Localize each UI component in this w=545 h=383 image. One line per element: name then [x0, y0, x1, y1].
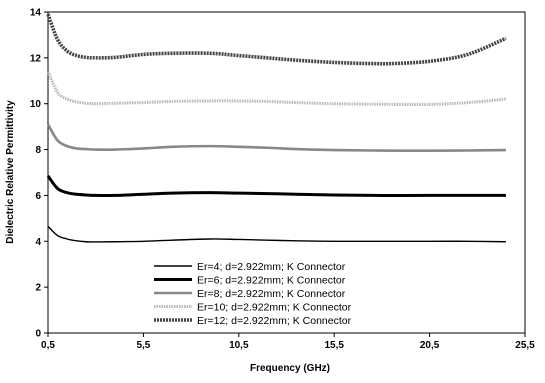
x-tick-label: 10,5: [229, 340, 249, 351]
legend-entry-label: Er=4; d=2.922mm; K Connector: [197, 261, 346, 273]
series-lines: [46, 13, 507, 243]
x-tick-label: 25,5: [515, 340, 535, 351]
tick-labels: 0 2 4 6 8 10 12 14 0,5 5,5 10,5 15,5 20,5 25,5: [30, 8, 535, 352]
x-axis-title: Frequency (GHz): [250, 363, 330, 374]
series-line-2: [46, 175, 506, 198]
y-tick-label: 14: [30, 8, 42, 19]
series-line-5: [46, 13, 507, 66]
series-line-3: [46, 123, 506, 153]
legend-entry-label: Er=10; d=2.922mm; K Connector: [197, 302, 352, 314]
y-tick-label: 8: [35, 145, 41, 156]
legend-entry-label: Er=8; d=2.922mm; K Connector: [197, 288, 346, 300]
y-tick-label: 6: [35, 191, 41, 202]
x-tick-label: 5,5: [136, 340, 150, 351]
y-tick-label: 0: [35, 329, 41, 340]
legend-entry-label: Er=12; d=2.922mm; K Connector: [197, 315, 352, 327]
y-tick-label: 10: [30, 99, 42, 110]
x-tick-label: 20,5: [420, 340, 440, 351]
y-tick-label: 12: [30, 53, 42, 64]
series-line-1: [47, 225, 506, 243]
legend-entry-label: Er=6; d=2.922mm; K Connector: [197, 275, 346, 287]
x-tick-label: 15,5: [324, 340, 344, 351]
legend: Er=4; d=2.922mm; K Connector Er=6; d=2.92…: [148, 257, 396, 331]
x-tick-label: 0,5: [41, 340, 55, 351]
y-tick-label: 2: [35, 283, 41, 294]
series-line-4: [46, 70, 507, 106]
y-axis-title: Dielectric Relative Permittivity: [5, 100, 16, 244]
y-tick-label: 4: [35, 237, 41, 248]
